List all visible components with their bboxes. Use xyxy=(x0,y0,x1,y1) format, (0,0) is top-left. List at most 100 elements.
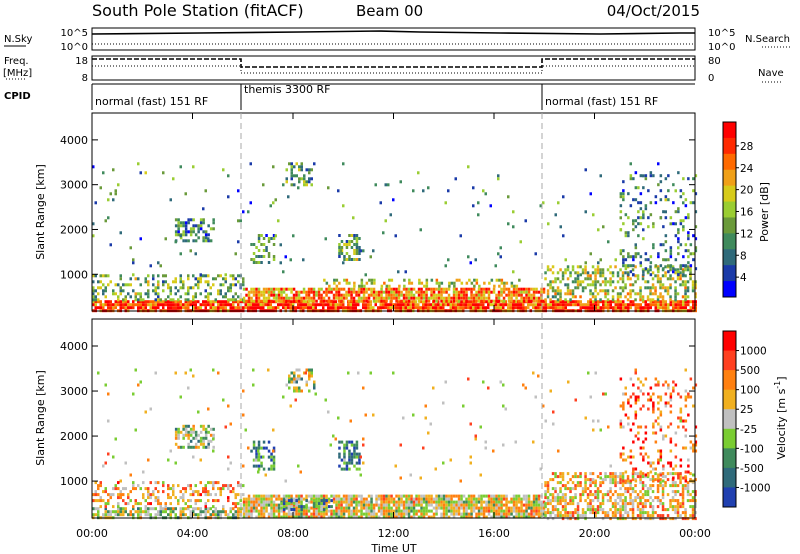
scatter-cell xyxy=(440,512,443,516)
scatter-cell xyxy=(222,295,225,299)
scatter-cell xyxy=(285,180,288,184)
scatter-cell xyxy=(117,513,120,517)
scatter-cell xyxy=(544,277,547,281)
scatter-cell xyxy=(339,303,342,307)
scatter-cell xyxy=(189,484,192,488)
scatter-cell xyxy=(544,484,547,488)
scatter-cell xyxy=(104,513,107,517)
scatter-cell xyxy=(290,508,293,512)
scatter-cell xyxy=(352,299,356,303)
scatter-cell xyxy=(527,503,531,507)
scatter-cell xyxy=(492,290,496,294)
scatter-cell xyxy=(684,434,687,438)
scatter-cell xyxy=(631,490,635,494)
scatter-cell xyxy=(530,293,533,297)
scatter-cell xyxy=(197,224,200,228)
scatter-cell xyxy=(129,246,132,250)
scatter-cell xyxy=(347,497,351,501)
scatter-cell xyxy=(671,505,675,509)
scatter-cell xyxy=(277,497,281,501)
scatter-cell xyxy=(343,461,346,465)
scatter-cell xyxy=(579,306,582,310)
scatter-cell xyxy=(472,306,475,310)
scatter-cell xyxy=(382,506,386,510)
scatter-cell xyxy=(594,514,597,518)
scatter-cell xyxy=(445,509,448,513)
scatter-cell xyxy=(551,508,555,512)
scatter-cell xyxy=(604,292,607,296)
scatter-cell xyxy=(212,505,215,509)
scatter-cell xyxy=(544,490,547,494)
scatter-cell xyxy=(669,440,673,444)
scatter-cell xyxy=(119,303,122,307)
scatter-cell xyxy=(674,306,677,310)
scatter-cell xyxy=(484,446,487,450)
scatter-cell xyxy=(677,416,680,420)
scatter-cell xyxy=(689,440,693,444)
scatter-cell xyxy=(285,497,288,501)
scatter-cell xyxy=(564,300,567,304)
scatter-cell xyxy=(498,278,501,282)
scatter-cell xyxy=(632,467,635,471)
scatter-cell xyxy=(679,271,682,275)
scatter-cell xyxy=(687,237,690,241)
scatter-cell xyxy=(592,300,595,304)
scatter-cell xyxy=(348,255,351,258)
scatter-cell xyxy=(359,473,362,477)
scatter-cell xyxy=(627,255,630,259)
scatter-cell xyxy=(535,512,538,516)
scatter-cell xyxy=(601,481,605,485)
scatter-cell xyxy=(659,517,662,521)
scatter-cell xyxy=(400,512,403,516)
station-title: South Pole Station (fitACF) xyxy=(92,1,304,20)
scatter-cell xyxy=(397,494,401,498)
scatter-cell xyxy=(687,413,690,417)
scatter-cell xyxy=(599,490,602,494)
scatter-cell xyxy=(629,455,633,459)
scatter-cell xyxy=(352,290,356,294)
scatter-cell xyxy=(144,277,147,281)
scatter-cell xyxy=(619,511,622,515)
scatter-cell xyxy=(574,484,577,488)
scatter-cell xyxy=(656,265,660,269)
scatter-cell xyxy=(477,296,481,300)
scatter-cell xyxy=(566,292,570,296)
scatter-cell xyxy=(542,506,546,510)
scatter-cell xyxy=(137,298,140,302)
scatter-cell xyxy=(114,487,117,491)
scatter-cell xyxy=(99,274,102,278)
scatter-cell xyxy=(139,306,142,310)
scatter-cell xyxy=(380,500,383,504)
scatter-cell xyxy=(586,283,590,287)
scatter-cell xyxy=(596,265,600,269)
scatter-cell xyxy=(397,497,401,501)
scatter-cell xyxy=(154,300,157,304)
scatter-cell xyxy=(637,222,640,226)
scatter-cell xyxy=(239,510,242,514)
scatter-cell xyxy=(312,499,316,503)
scatter-cell xyxy=(694,237,698,241)
scatter-cell xyxy=(662,210,665,214)
scatter-cell xyxy=(280,506,283,510)
scatter-cell xyxy=(656,490,660,494)
scatter-cell xyxy=(629,255,633,259)
scatter-cell xyxy=(602,300,605,304)
scatter-cell xyxy=(379,306,382,310)
scatter-cell xyxy=(517,306,520,310)
freq-right-bottom-tick: 0 xyxy=(708,73,714,84)
scatter-cell xyxy=(657,461,660,465)
scatter-cell xyxy=(649,286,652,290)
scatter-cell xyxy=(267,240,271,243)
scatter-cell xyxy=(310,500,313,504)
scatter-cell xyxy=(669,303,672,307)
scatter-cell xyxy=(219,306,222,310)
scatter-cell xyxy=(308,177,311,181)
colorbar-tick-label: 12 xyxy=(740,228,753,240)
scatter-cell xyxy=(277,290,281,294)
scatter-cell xyxy=(390,287,393,291)
scatter-cell xyxy=(679,464,683,468)
scatter-cell xyxy=(444,380,447,384)
scatter-cell xyxy=(576,286,580,290)
scatter-cell xyxy=(485,290,488,294)
scatter-cell xyxy=(174,230,178,234)
